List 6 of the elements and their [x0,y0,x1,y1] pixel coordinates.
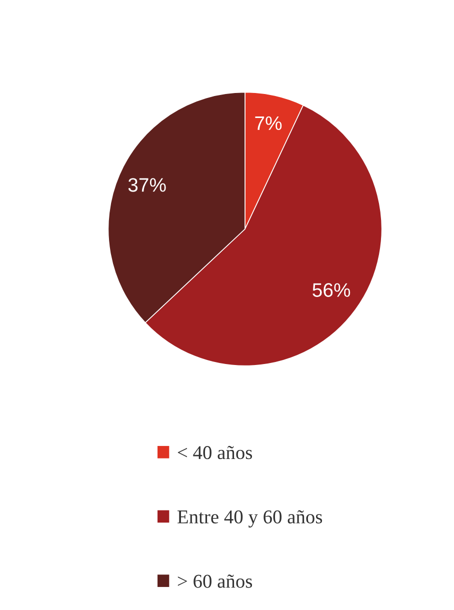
legend-label: < 40 años [178,446,252,460]
data-label: 7% [255,116,282,130]
data-label: 56% [312,283,350,297]
legend-label: Entre 40 y 60 años [178,510,322,528]
data-label: 37% [128,178,166,192]
legend-label: > 60 años [178,574,252,588]
